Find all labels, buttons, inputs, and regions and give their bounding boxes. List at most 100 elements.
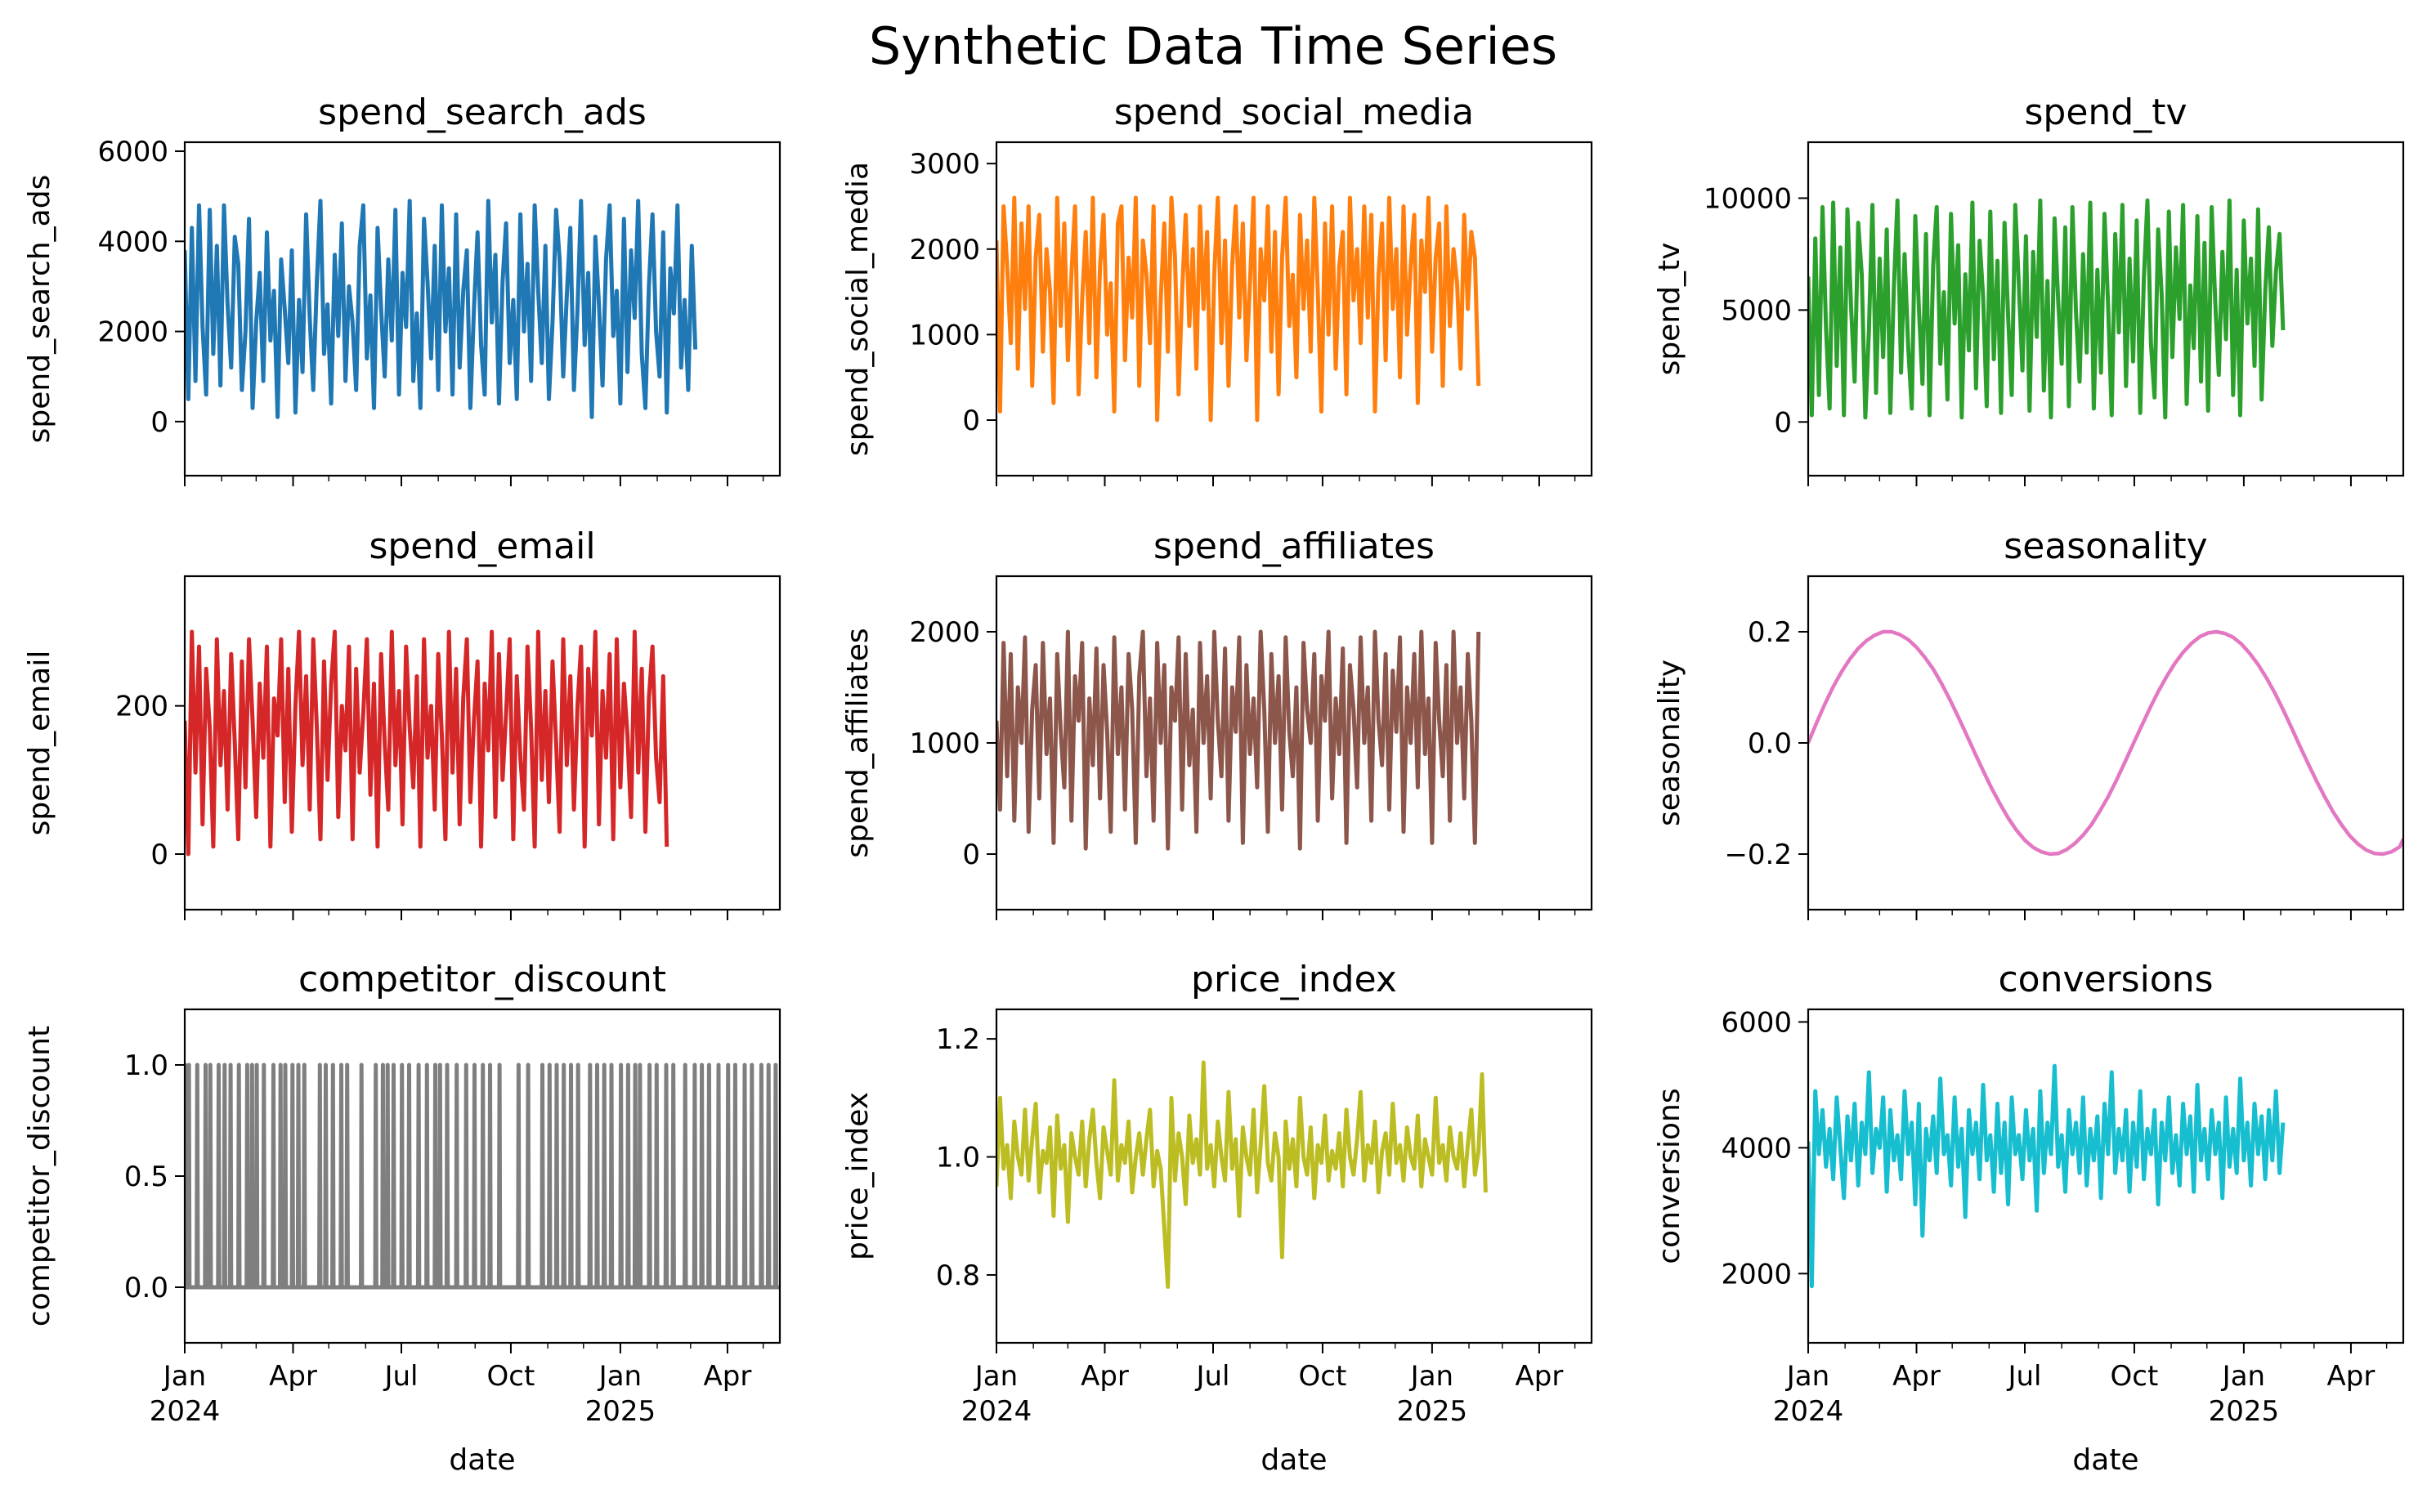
- y-tick-label: 6000: [1721, 1006, 1792, 1039]
- subplot-title: conversions: [1998, 959, 2213, 1000]
- y-tick-label: 2000: [909, 234, 980, 266]
- x-axis-label: date: [449, 1443, 515, 1477]
- y-tick-label: 1.0: [936, 1142, 980, 1174]
- plot-frame: [1807, 1008, 2405, 1344]
- x-tick-label: Jul: [1194, 1360, 1229, 1393]
- y-axis-label: spend_affiliates: [841, 628, 875, 857]
- x-tick-label: Apr: [2327, 1360, 2376, 1393]
- x-tick-label: Jan: [1409, 1360, 1453, 1393]
- series-line-spend-social-media: [996, 195, 1481, 423]
- y-tick-label: 0: [962, 839, 980, 871]
- y-tick-label: 0.0: [124, 1272, 168, 1304]
- x-tick-year-label: 2024: [150, 1395, 221, 1428]
- subplot-price-index: price_indexprice_index0.81.01.2Jan2024Ap…: [841, 959, 1593, 1477]
- y-tick-label: 1.2: [936, 1023, 980, 1056]
- x-axis-label: date: [2072, 1443, 2138, 1477]
- figure-title: Synthetic Data Time Series: [869, 16, 1557, 76]
- x-tick-label: Jan: [1785, 1360, 1829, 1393]
- y-tick-label: 0.2: [1748, 616, 1792, 649]
- series-line-seasonality: [1808, 629, 2403, 857]
- x-tick-label: Apr: [704, 1360, 752, 1393]
- x-tick-year-label: 2024: [1773, 1395, 1844, 1428]
- x-tick-label: Jan: [598, 1360, 642, 1393]
- series-line-price-index: [996, 1060, 1488, 1289]
- x-tick-year-label: 2025: [585, 1395, 656, 1428]
- series-line-spend-search-ads: [185, 199, 698, 419]
- plot-frame: [183, 575, 781, 911]
- x-tick-label: Apr: [1892, 1360, 1941, 1393]
- y-tick-label: 0: [150, 839, 168, 871]
- plot-frame: [183, 1008, 781, 1344]
- y-axis-label: spend_social_media: [841, 162, 875, 456]
- subplot-spend-tv: spend_tv spend_tv 0 5000 10000: [1653, 92, 2405, 486]
- x-tick-label: Oct: [2111, 1360, 2159, 1393]
- subplot-competitor-discount: competitor_discount competitor_discount 0.…: [23, 959, 781, 1477]
- subplot-seasonality: seasonality seasonality −0.2 0.0 0.2: [1653, 526, 2405, 920]
- subplot-title: spend_email: [369, 526, 595, 567]
- y-tick-label: 2000: [1721, 1258, 1792, 1291]
- y-tick-label: 1000: [909, 319, 980, 351]
- series-line-competitor-discount: [185, 1062, 780, 1290]
- y-tick-label: 2000: [909, 616, 980, 649]
- plot-frame: [995, 141, 1593, 477]
- subplot-spend-email: spend_email spend_email 0 200: [23, 526, 781, 920]
- y-tick-label: −0.2: [1724, 839, 1792, 871]
- y-tick-label: 0: [962, 405, 980, 437]
- x-tick-year-label: 2025: [1397, 1395, 1468, 1428]
- x-tick-label: Oct: [487, 1360, 535, 1393]
- y-tick-label: 5000: [1721, 294, 1792, 327]
- y-tick-label: 6000: [97, 136, 168, 168]
- y-tick-label: 0: [1774, 406, 1792, 439]
- subplot-spend-social-media: spend_social_media spend_social_media 0 100…: [841, 92, 1593, 486]
- subplot-title: spend_affiliates: [1153, 526, 1435, 567]
- y-tick-label: 0.0: [1748, 727, 1792, 760]
- y-tick-label: 0.5: [124, 1161, 168, 1193]
- subplot-title: seasonality: [2004, 526, 2207, 567]
- x-tick-label: Jan: [162, 1360, 206, 1393]
- series-line-spend-email: [185, 629, 669, 857]
- x-tick-year-label: 2025: [2209, 1395, 2280, 1428]
- plot-frame: [995, 1008, 1593, 1344]
- y-axis-label: spend_email: [23, 651, 56, 836]
- y-tick-label: 10000: [1704, 182, 1792, 215]
- y-tick-label: 0: [150, 406, 168, 439]
- y-tick-label: 2000: [97, 316, 168, 349]
- plot-frame: [183, 141, 781, 477]
- subplot-title: spend_social_media: [1114, 92, 1474, 133]
- x-tick-label: Jul: [2006, 1360, 2041, 1393]
- y-tick-label: 200: [115, 691, 168, 723]
- x-tick-label: Jan: [2221, 1360, 2265, 1393]
- x-tick-label: Oct: [1299, 1360, 1347, 1393]
- subplot-title: price_index: [1191, 959, 1397, 1000]
- series-line-spend-tv: [1808, 198, 2286, 420]
- y-tick-label: 0.8: [936, 1259, 980, 1292]
- series-line-spend-affiliates: [996, 629, 1481, 851]
- plot-frame: [1807, 141, 2405, 477]
- subplot-title: competitor_discount: [298, 959, 666, 1000]
- plot-frame: [995, 575, 1593, 911]
- subplot-spend-search-ads: spend_search_ads spend_search_ads 0 2000 400…: [23, 92, 781, 486]
- x-tick-year-label: 2024: [961, 1395, 1032, 1428]
- subplot-title: spend_tv: [2024, 92, 2187, 133]
- y-axis-label: price_index: [841, 1092, 875, 1260]
- y-axis-label: competitor_discount: [23, 1026, 56, 1326]
- x-tick-label: Apr: [1516, 1360, 1564, 1393]
- x-tick-label: Apr: [1081, 1360, 1129, 1393]
- y-tick-label: 1000: [909, 727, 980, 760]
- y-tick-label: 4000: [1721, 1132, 1792, 1165]
- plot-frame: [1807, 575, 2405, 911]
- y-axis-label: spend_search_ads: [23, 175, 56, 444]
- y-axis-label: seasonality: [1653, 660, 1686, 826]
- subplot-spend-affiliates: spend_affiliates spend_affiliates 0 1000 200…: [841, 526, 1593, 920]
- y-tick-label: 4000: [97, 226, 168, 258]
- subplot-conversions: conversionsconversions200040006000Jan202…: [1653, 959, 2405, 1477]
- y-axis-label: conversions: [1653, 1088, 1686, 1264]
- y-tick-label: 3000: [909, 148, 980, 181]
- series-line-conversions: [1808, 1063, 2286, 1289]
- x-tick-label: Jul: [383, 1360, 418, 1393]
- y-tick-label: 1.0: [124, 1049, 168, 1082]
- subplot-title: spend_search_ads: [318, 92, 647, 133]
- x-tick-label: Jan: [974, 1360, 1018, 1393]
